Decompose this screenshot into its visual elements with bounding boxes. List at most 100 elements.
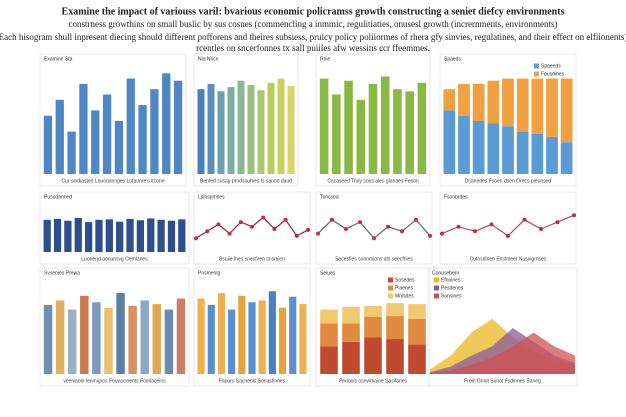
bar — [84, 222, 93, 252]
panel-frame — [315, 53, 431, 187]
bar-segment — [502, 126, 514, 174]
bar — [228, 309, 236, 374]
bar-segment — [516, 131, 529, 174]
bar — [53, 218, 62, 252]
bar-segment — [516, 78, 529, 132]
bar — [227, 87, 235, 174]
bar — [267, 82, 275, 174]
panel-title: Rnie — [320, 56, 331, 62]
bar-segment — [364, 316, 382, 338]
point — [428, 233, 432, 238]
bar — [237, 80, 245, 174]
legend-swatch — [434, 277, 439, 283]
bar-segment — [320, 309, 338, 324]
bar-segment — [458, 83, 470, 116]
panel-title: Fsonbrdes — [444, 194, 468, 200]
point — [539, 227, 543, 231]
bar — [136, 220, 145, 252]
bar — [368, 83, 378, 174]
bar — [178, 219, 186, 252]
bar — [55, 99, 64, 174]
description: rcentles on sncerfonnes tx sall puiiles … — [196, 43, 430, 53]
bar — [80, 295, 89, 374]
bar — [405, 91, 414, 174]
bar — [417, 82, 427, 174]
line — [441, 214, 575, 237]
headline: Examine the impact of variouss varil: bv… — [62, 6, 565, 17]
bar — [79, 83, 88, 174]
legend-swatch — [434, 293, 439, 299]
panel-frame — [439, 53, 577, 187]
bar — [55, 300, 65, 374]
panel-frame — [193, 53, 299, 187]
panel-frame — [193, 267, 311, 387]
point — [372, 236, 376, 241]
bar-segment — [531, 133, 544, 174]
panel-caption: Benfed susag prndsouhies ts sanod daud — [200, 178, 292, 184]
bar-segment — [320, 323, 338, 347]
bar — [258, 300, 266, 374]
legend-label: Plaenes — [395, 285, 414, 291]
panel-caption: Perionis osnwmaine Sasifanes — [339, 378, 408, 384]
bar — [140, 300, 149, 374]
bar — [152, 304, 162, 374]
bar-segment — [472, 121, 485, 174]
bar — [247, 84, 255, 174]
bar — [257, 90, 265, 174]
panel-title: Svsenies Prewa — [44, 270, 80, 276]
bar — [207, 83, 215, 174]
panel-frame — [193, 191, 311, 265]
bar — [43, 305, 53, 374]
bar-segment — [472, 83, 485, 121]
legend-swatch — [388, 293, 393, 299]
bar — [248, 302, 256, 374]
point — [306, 227, 310, 232]
line — [317, 218, 431, 240]
panel-caption: Bsuiie lhes snesfiren snsmien — [219, 256, 285, 262]
panel-caption: Cutosdinen Ensfnieer Nusxigrnses — [470, 256, 547, 262]
point — [272, 227, 277, 231]
panel-frame — [39, 53, 187, 187]
point — [330, 217, 334, 222]
bar-segment — [342, 306, 360, 324]
panel-title: Lsinspmnes — [198, 194, 225, 200]
bar — [126, 218, 134, 252]
panel-title: Pusudanned — [44, 194, 72, 200]
bar — [104, 307, 113, 374]
point — [283, 217, 288, 222]
point — [506, 233, 510, 238]
point — [473, 229, 477, 234]
point — [250, 224, 254, 229]
bar-segment — [443, 89, 456, 111]
bar-segment — [546, 136, 558, 174]
description: Each hisogram shull inpresent diecing sh… — [0, 32, 626, 42]
bar-segment — [408, 344, 426, 374]
panel-title: Seiues — [320, 270, 336, 276]
bar — [380, 76, 390, 174]
bar — [114, 121, 124, 174]
bar-segment — [487, 123, 500, 174]
panel-caption: Cacaseed Tfuly sous ales glanaes Feson — [327, 178, 419, 184]
bar — [74, 217, 82, 252]
bar — [197, 89, 205, 174]
panel-caption: Secesfies sorinmions ats seecfnies — [335, 256, 413, 262]
bar-segment — [546, 78, 558, 137]
bar — [277, 78, 285, 174]
bar — [278, 307, 287, 374]
point — [555, 220, 560, 225]
bar — [238, 295, 246, 374]
legend-label: Efnnines — [441, 277, 461, 283]
bar — [319, 78, 329, 174]
point — [205, 229, 210, 234]
bar-segment — [458, 115, 470, 174]
panel-frame — [39, 191, 190, 265]
point — [386, 224, 390, 229]
point — [572, 213, 576, 218]
legend-swatch — [534, 63, 539, 69]
bar — [150, 89, 159, 174]
bar-segment — [408, 304, 426, 319]
bar-segment — [342, 341, 360, 374]
panel-frame — [427, 267, 578, 387]
bar-segment — [408, 318, 426, 345]
